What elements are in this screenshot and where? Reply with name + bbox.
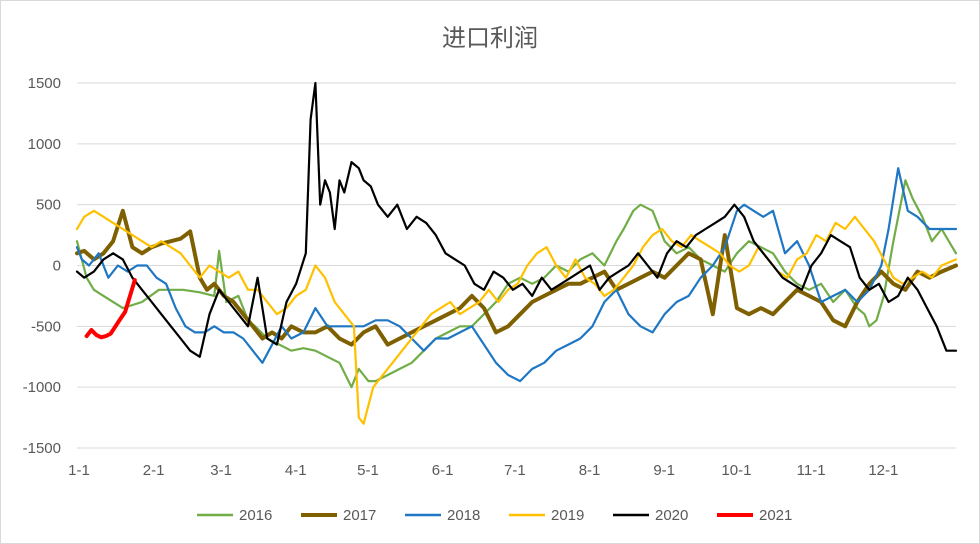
series-line-2019 <box>75 209 958 425</box>
x-tick-label: 5-1 <box>357 462 379 479</box>
y-tick-label: 1000 <box>28 136 61 153</box>
legend-label-2017: 2017 <box>343 507 376 524</box>
series-line-2020 <box>75 81 958 358</box>
x-axis-labels: 1-1 2-1 3-1 4-1 5-1 6-1 7-1 8-1 9-1 10-1 11-1 12-1 <box>68 462 898 479</box>
x-tick-label: 3-1 <box>210 462 232 479</box>
y-tick-label: 1500 <box>28 75 61 92</box>
y-axis-labels: 1500 1000 500 0 -500 -1000 -1500 <box>23 75 61 457</box>
y-tick-label: -500 <box>31 318 61 335</box>
y-tick-label: 500 <box>36 197 61 214</box>
y-tick-label: -1500 <box>23 440 61 457</box>
x-tick-label: 8-1 <box>579 462 601 479</box>
x-tick-label: 10-1 <box>721 462 751 479</box>
x-tick-label: 7-1 <box>504 462 526 479</box>
x-tick-label: 9-1 <box>653 462 675 479</box>
legend: 2016 2017 2018 2019 2020 2021 <box>197 507 792 524</box>
legend-label-2016: 2016 <box>239 507 272 524</box>
x-tick-label: 11-1 <box>797 462 826 479</box>
x-tick-label: 1-1 <box>68 462 90 479</box>
x-tick-label: 2-1 <box>143 462 165 479</box>
x-tick-label: 12-1 <box>868 462 898 479</box>
legend-label-2020: 2020 <box>655 507 688 524</box>
legend-label-2018: 2018 <box>447 507 480 524</box>
legend-label-2019: 2019 <box>551 507 584 524</box>
series-line-2021 <box>84 278 137 340</box>
gridlines <box>77 82 956 449</box>
y-tick-label: 0 <box>53 258 61 275</box>
chart-title: 进口利润 <box>442 24 538 52</box>
x-tick-label: 4-1 <box>285 462 307 479</box>
y-tick-label: -1000 <box>23 379 61 396</box>
series-line-2018 <box>75 167 958 383</box>
x-tick-label: 6-1 <box>432 462 454 479</box>
series-lines <box>75 81 958 425</box>
legend-label-2021: 2021 <box>759 507 792 524</box>
series-line-2017 <box>75 208 958 347</box>
